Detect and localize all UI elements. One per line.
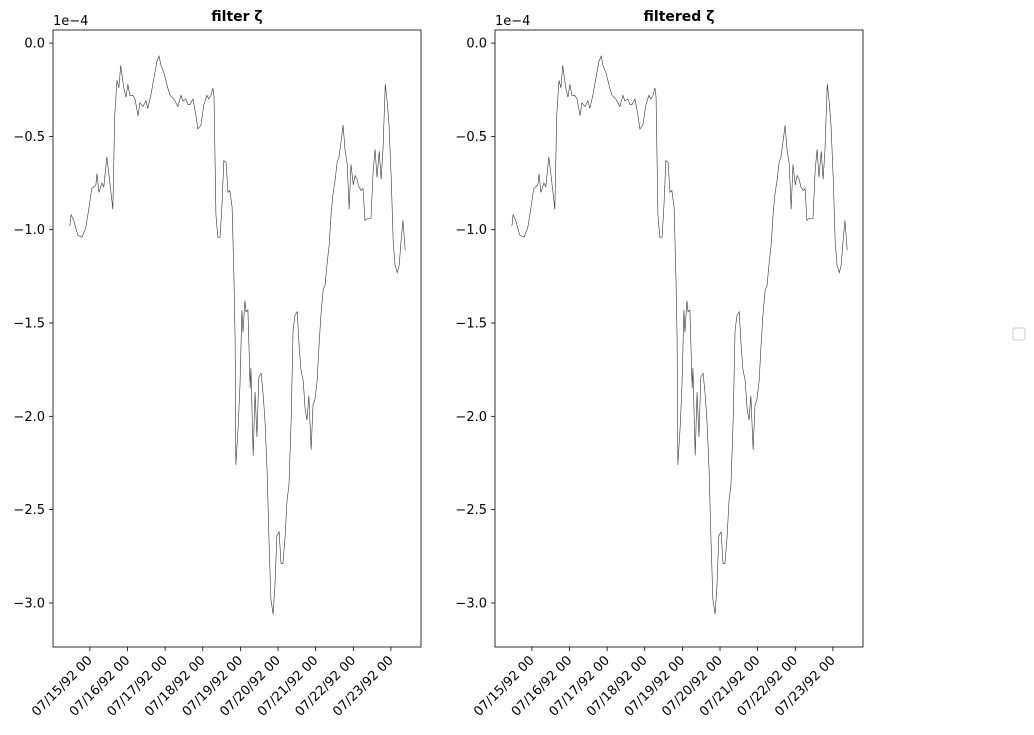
data-line	[69, 55, 406, 615]
y-tick-label: −1.5	[455, 317, 487, 332]
y-tick-label: −2.5	[455, 503, 487, 518]
y-tick-label: −0.5	[455, 130, 487, 145]
y-tick-label: −3.0	[455, 596, 487, 611]
y-offset-label: 1e−4	[53, 14, 88, 29]
chart-title: filtered ζ	[644, 9, 715, 25]
y-tick-label: −3.0	[13, 596, 45, 611]
y-tick-label: −1.0	[455, 223, 487, 238]
empty-legend	[1012, 327, 1026, 341]
y-tick-label: −2.5	[13, 503, 45, 518]
y-tick-label: −0.5	[13, 130, 45, 145]
y-tick-label: −2.0	[13, 410, 45, 425]
chart-title: filter ζ	[211, 9, 262, 25]
axes-frame	[494, 29, 864, 648]
y-tick-label: 0.0	[466, 37, 487, 52]
y-tick-label: −1.5	[13, 317, 45, 332]
y-offset-label: 1e−4	[495, 14, 530, 29]
y-tick-label: −2.0	[455, 410, 487, 425]
axes-frame	[52, 29, 422, 648]
data-line	[511, 55, 848, 615]
y-tick-label: −1.0	[13, 223, 45, 238]
y-tick-label: 0.0	[24, 37, 45, 52]
